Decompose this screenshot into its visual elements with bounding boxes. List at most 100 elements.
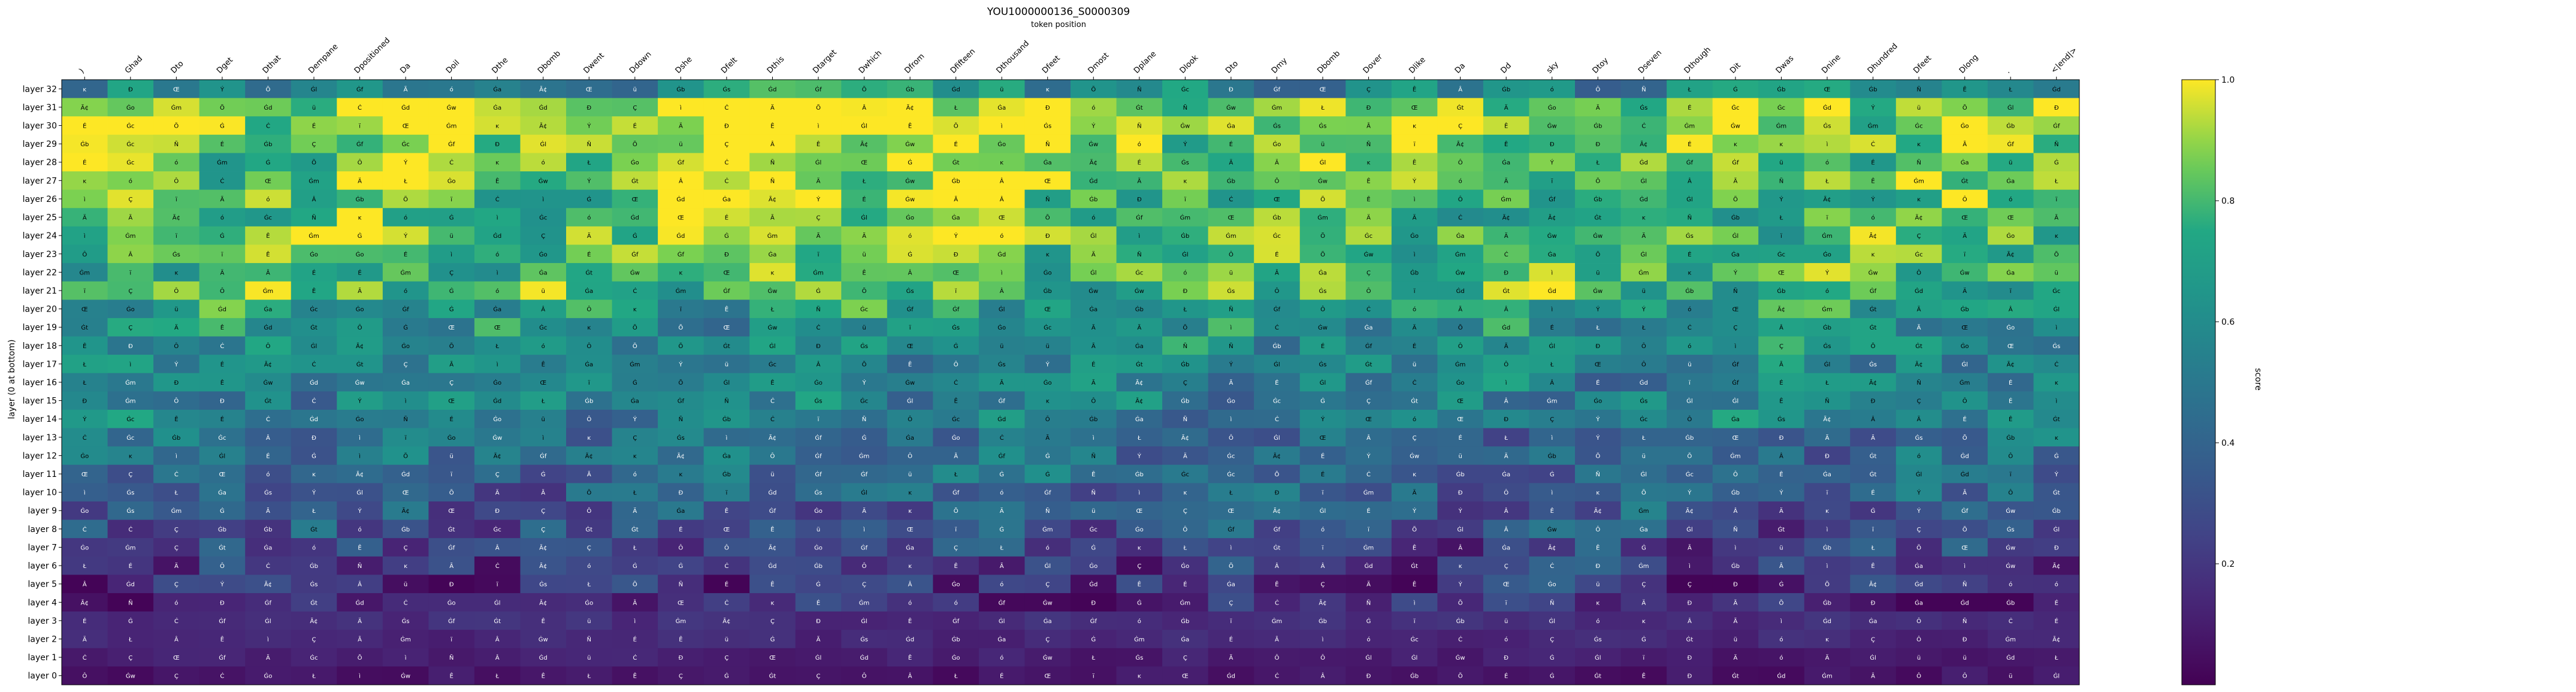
heatmap-cell bbox=[566, 556, 612, 575]
heatmap-cell bbox=[1712, 263, 1759, 282]
heatmap-cell-label: Ġc bbox=[1090, 525, 1097, 533]
heatmap-cell-label: Ä bbox=[174, 324, 179, 331]
heatmap-cell bbox=[1895, 409, 1942, 428]
heatmap-cell-label: Ġl bbox=[2053, 672, 2060, 680]
heatmap-cell-label: Ã¢ bbox=[1777, 306, 1785, 313]
heatmap-cell-label: Ġm bbox=[1180, 599, 1191, 606]
heatmap-cell bbox=[245, 153, 292, 172]
heatmap-cell bbox=[749, 281, 796, 300]
heatmap-cell-label: Ċ bbox=[495, 562, 500, 570]
heatmap-cell-label: Ð bbox=[128, 343, 133, 350]
heatmap-cell-label: Ċ bbox=[1275, 324, 1279, 331]
heatmap-cell-label: Ġc bbox=[126, 122, 134, 130]
heatmap-cell bbox=[749, 538, 796, 557]
heatmap-cell-label: Ġm bbox=[125, 543, 136, 551]
heatmap-cell bbox=[612, 446, 658, 466]
heatmap-cell-label: Ġc bbox=[539, 324, 547, 331]
heatmap-cell bbox=[1116, 428, 1163, 447]
heatmap-cell bbox=[382, 409, 429, 428]
heatmap-cell bbox=[703, 519, 750, 539]
heatmap-cell bbox=[1437, 519, 1484, 539]
heatmap-cell bbox=[1620, 189, 1667, 208]
heatmap-cell-label: Ġm bbox=[400, 268, 411, 276]
heatmap-cell-label: Ý bbox=[1550, 159, 1555, 167]
heatmap-cell-label: Ġd bbox=[493, 397, 501, 405]
x-tick-label: Dplane bbox=[1132, 50, 1158, 75]
heatmap-cell-label: É bbox=[1000, 672, 1003, 680]
heatmap-cell bbox=[612, 208, 658, 227]
heatmap-cell-label: Œ bbox=[678, 600, 684, 606]
heatmap-cell-label: Ġb bbox=[1272, 214, 1281, 222]
heatmap-cell bbox=[1299, 446, 1346, 466]
heatmap-cell-label: ü bbox=[1092, 508, 1095, 515]
heatmap-cell-label: Ġc bbox=[1227, 452, 1235, 460]
heatmap-cell bbox=[199, 501, 246, 520]
heatmap-cell-label: ì bbox=[679, 104, 682, 111]
heatmap-cell bbox=[887, 263, 933, 282]
heatmap-cell bbox=[1942, 538, 1988, 557]
heatmap-cell-label: ü bbox=[542, 288, 545, 295]
heatmap-cell-label: Ý bbox=[1916, 507, 1921, 515]
heatmap-cell bbox=[382, 575, 429, 594]
heatmap-cell-label: É bbox=[1275, 250, 1278, 258]
heatmap-cell bbox=[1575, 153, 1621, 172]
heatmap-cell-label: Ñ bbox=[587, 140, 591, 148]
heatmap-cell-label: Ċ bbox=[817, 324, 821, 331]
heatmap-cell-label: ü bbox=[1779, 545, 1783, 551]
heatmap-cell bbox=[749, 116, 796, 135]
x-tick-label: Dmy bbox=[1270, 56, 1289, 75]
heatmap-cell bbox=[337, 428, 383, 447]
heatmap-cell bbox=[795, 263, 842, 282]
heatmap-cell-label: Ġl bbox=[724, 379, 730, 386]
heatmap-cell bbox=[658, 134, 705, 153]
heatmap-cell-label: Ġs bbox=[1640, 104, 1647, 111]
heatmap-cell-label: Ġo bbox=[80, 543, 89, 551]
heatmap-cell-label: ì bbox=[1413, 599, 1416, 606]
heatmap-cell-label: Â bbox=[1688, 177, 1692, 185]
heatmap-cell-label: ü bbox=[725, 636, 728, 643]
heatmap-cell-label: Ġd bbox=[1640, 379, 1648, 386]
heatmap-cell-label: Ġc bbox=[1777, 250, 1785, 258]
heatmap-cell bbox=[520, 409, 567, 428]
heatmap-cell-label: Ô bbox=[1366, 287, 1371, 295]
heatmap-cell bbox=[1437, 538, 1484, 557]
heatmap-cell-label: Ç bbox=[1183, 655, 1187, 661]
heatmap-cell-label: É bbox=[2009, 397, 2012, 405]
heatmap-cell-label: Ġl bbox=[1595, 654, 1601, 661]
heatmap-cell-label: ü bbox=[1688, 361, 1691, 368]
heatmap-cell bbox=[62, 281, 108, 300]
heatmap-cell-label: ì bbox=[1413, 251, 1416, 258]
heatmap-cell bbox=[566, 446, 612, 466]
heatmap-cell bbox=[1024, 373, 1071, 392]
heatmap-cell bbox=[382, 80, 429, 99]
heatmap-cell bbox=[1667, 281, 1713, 300]
heatmap-cell bbox=[2033, 134, 2080, 153]
heatmap-cell-label: Ġc bbox=[1640, 415, 1647, 423]
heatmap-cell-label: Õ bbox=[954, 122, 959, 130]
heatmap-cell-label: ì bbox=[358, 673, 361, 680]
heatmap-cell-label: Ô bbox=[586, 342, 591, 350]
heatmap-cell-label: Ġ bbox=[724, 232, 729, 240]
heatmap-cell bbox=[1895, 98, 1942, 117]
heatmap-cell bbox=[1254, 501, 1301, 520]
heatmap-cell bbox=[337, 189, 383, 208]
heatmap-cell-label: Ġm bbox=[446, 122, 457, 130]
heatmap-cell bbox=[199, 189, 246, 208]
heatmap-cell bbox=[1804, 428, 1851, 447]
heatmap-cell bbox=[978, 446, 1025, 466]
heatmap-cell bbox=[887, 80, 933, 99]
heatmap-cell bbox=[1254, 355, 1301, 374]
heatmap-cell bbox=[2033, 300, 2080, 319]
heatmap-cell-label: Ô bbox=[1229, 250, 1233, 258]
heatmap-cell bbox=[1529, 409, 1576, 428]
heatmap-cell-label: Ġt bbox=[631, 177, 639, 185]
heatmap-cell bbox=[749, 428, 796, 447]
y-tick-label: layer 10 bbox=[23, 488, 57, 498]
heatmap-cell bbox=[1299, 575, 1346, 594]
heatmap-cell-label: Ġw bbox=[1226, 104, 1236, 111]
heatmap-cell-label: Ġb bbox=[2006, 434, 2015, 442]
heatmap-cell bbox=[199, 318, 246, 337]
heatmap-cell bbox=[107, 208, 154, 227]
heatmap-cell bbox=[382, 116, 429, 135]
heatmap-cell-label: Ġf bbox=[1274, 85, 1281, 93]
